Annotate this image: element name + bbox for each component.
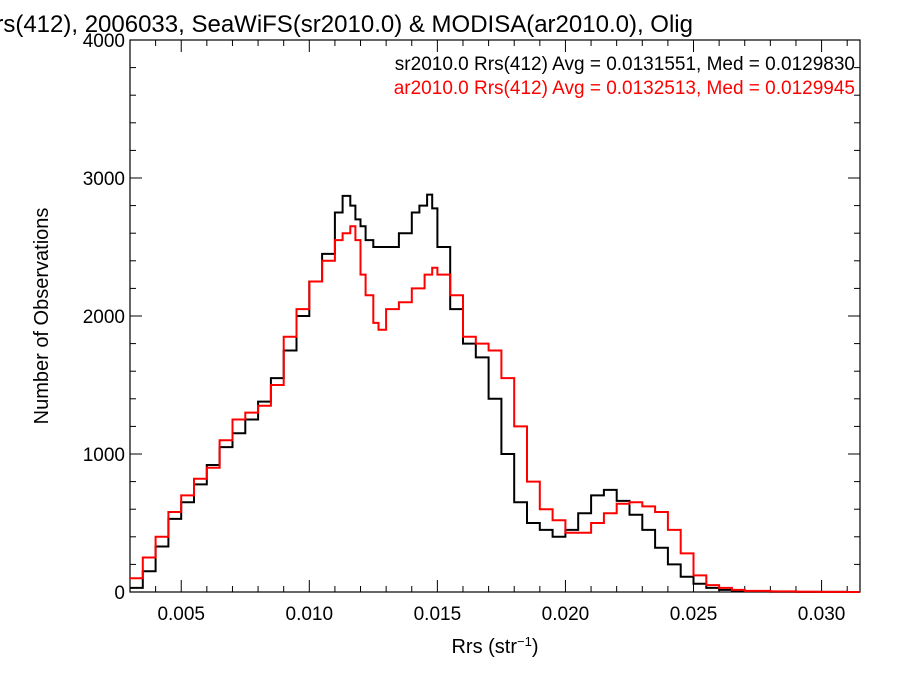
x-tick-label: 0.025 [670, 604, 718, 625]
x-axis-label-superscript: −1 [517, 634, 532, 649]
y-tick-label: 2000 [83, 307, 125, 328]
x-axis-label-main: Rrs (str [451, 636, 517, 658]
x-tick-label: 0.020 [542, 604, 590, 625]
axis-ticks [129, 39, 860, 593]
plot-frame [129, 39, 861, 593]
y-tick-label: 1000 [83, 445, 125, 466]
y-tick-labels: 0 1000 2000 3000 4000 [83, 31, 125, 604]
y-tick-label: 3000 [83, 169, 125, 190]
y-axis-label: Number of Observations [31, 208, 53, 425]
y-tick-label: 0 [114, 583, 125, 604]
x-tick-labels: 0.005 0.010 0.015 0.020 0.025 0.030 [157, 604, 845, 625]
series-line-sr2010 [130, 193, 860, 593]
series-lines [130, 193, 860, 593]
y-tick-label: 4000 [83, 31, 125, 52]
x-axis-label-close: ) [532, 636, 539, 658]
x-tick-label: 0.030 [798, 604, 846, 625]
x-tick-label: 0.005 [157, 604, 205, 625]
x-tick-label: 0.010 [286, 604, 334, 625]
chart-title: Rrs(412), 2006033, SeaWiFS(sr2010.0) & M… [0, 11, 693, 38]
legend-entry-ar2010: ar2010.0 Rrs(412) Avg = 0.0132513, Med =… [394, 78, 855, 99]
x-tick-label: 0.015 [414, 604, 462, 625]
legend-entry-sr2010: sr2010.0 Rrs(412) Avg = 0.0131551, Med =… [395, 54, 855, 75]
x-axis-label: Rrs (str−1) [451, 634, 538, 658]
series-line-ar2010 [130, 225, 860, 593]
